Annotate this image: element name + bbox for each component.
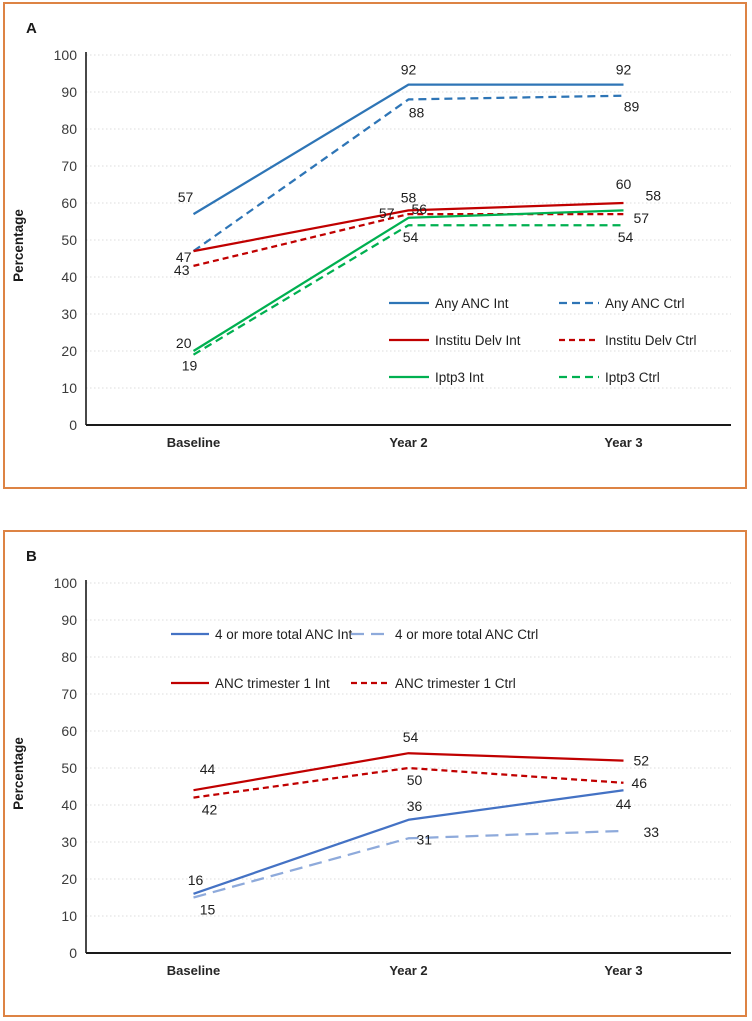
y-tick-label: 30 <box>61 306 77 322</box>
data-label-institu-delv-int-year-2: 58 <box>401 189 417 205</box>
data-label-any-anc-int-baseline: 57 <box>178 189 194 205</box>
data-label-iptp3-int-year-3: 58 <box>646 187 662 203</box>
data-label-anc-trimester-1-ctrl-year-2: 50 <box>407 772 423 788</box>
series-line-anc-trimester-1-int <box>193 752 624 792</box>
x-category-label: Year 3 <box>604 435 642 450</box>
data-label-anc-trimester-1-ctrl-baseline: 42 <box>202 802 218 818</box>
y-tick-label: 10 <box>61 380 77 396</box>
data-label-anc-trimester-1-int-year-3: 52 <box>634 753 650 769</box>
data-label-any-anc-int-year-3: 92 <box>616 62 632 78</box>
series-line-institu-delv-int <box>193 201 624 253</box>
data-label-4-or-more-total-anc-ctrl-year-3: 33 <box>644 824 660 840</box>
data-label-4-or-more-total-anc-int-year-3: 44 <box>616 796 632 812</box>
series-line-4-or-more-total-anc-ctrl <box>193 829 624 899</box>
data-label-iptp3-ctrl-year-2: 54 <box>403 229 419 245</box>
series-line-iptp3-int <box>192 209 624 352</box>
y-tick-label: 100 <box>54 575 78 591</box>
data-label-any-anc-ctrl-year-2: 88 <box>409 104 425 120</box>
legend-label-anc-trimester-1-ctrl: ANC trimester 1 Ctrl <box>395 676 516 691</box>
y-tick-label: 100 <box>54 47 78 63</box>
y-tick-label: 50 <box>61 232 77 248</box>
x-category-label: Year 2 <box>389 963 427 978</box>
y-tick-label: 80 <box>61 121 77 137</box>
data-label-4-or-more-total-anc-ctrl-baseline: 15 <box>200 902 216 918</box>
data-label-iptp3-int-year-2: 56 <box>412 201 428 217</box>
series-line-any-anc-int <box>192 83 624 216</box>
data-label-institu-delv-ctrl-baseline: 43 <box>174 262 190 278</box>
panel-a-chart: 0 10 20 30 40 50 60 70 80 90 100 Baseline Year 2 Year… <box>54 47 731 450</box>
series-line-4-or-more-total-anc-int <box>193 789 624 895</box>
data-label-4-or-more-total-anc-ctrl-year-2: 31 <box>417 831 433 847</box>
legend-label-iptp3-ctrl: Iptp3 Ctrl <box>605 370 660 385</box>
panel-b-chart: 0 10 20 30 40 50 60 70 80 90 100 Baseline Year 2 Year… <box>54 575 731 978</box>
panel-a: A Percentage 0 10 20 30 40 50 60 70 80 90 100 Basel… <box>3 2 747 489</box>
y-tick-label: 90 <box>61 84 77 100</box>
data-label-any-anc-ctrl-year-3: 89 <box>624 99 640 115</box>
y-tick-label: 90 <box>61 612 77 628</box>
legend-label-4-or-more-total-anc-ctrl: 4 or more total ANC Ctrl <box>395 627 538 642</box>
y-tick-label: 50 <box>61 760 77 776</box>
x-category-label: Baseline <box>167 435 220 450</box>
legend-label-iptp3-int: Iptp3 Int <box>435 370 484 385</box>
y-tick-label: 20 <box>61 343 77 359</box>
data-label-iptp3-int-baseline: 20 <box>176 335 192 351</box>
data-label-anc-trimester-1-int-baseline: 44 <box>200 761 216 777</box>
legend-label-institu-delv-int: Institu Delv Int <box>435 333 521 348</box>
data-label-institu-delv-int-baseline: 47 <box>176 249 192 265</box>
legend-label-any-anc-int: Any ANC Int <box>435 296 509 311</box>
x-category-label: Year 3 <box>604 963 642 978</box>
data-label-iptp3-ctrl-year-3: 54 <box>618 229 634 245</box>
y-tick-label: 40 <box>61 269 77 285</box>
y-tick-label: 0 <box>69 417 77 433</box>
y-tick-label: 0 <box>69 945 77 961</box>
y-tick-label: 20 <box>61 871 77 887</box>
legend-label-institu-delv-ctrl: Institu Delv Ctrl <box>605 333 697 348</box>
data-label-any-anc-int-year-2: 92 <box>401 62 417 78</box>
data-label-institu-delv-ctrl-year-2: 57 <box>379 205 395 221</box>
data-label-anc-trimester-1-ctrl-year-3: 46 <box>632 775 648 791</box>
x-category-label: Year 2 <box>389 435 427 450</box>
legend-label-4-or-more-total-anc-int: 4 or more total ANC Int <box>215 627 353 642</box>
y-tick-label: 70 <box>61 158 77 174</box>
panel-b: B Percentage 0 10 20 30 40 50 60 70 80 90 100 Basel… <box>3 530 747 1017</box>
data-label-anc-trimester-1-int-year-2: 54 <box>403 729 419 745</box>
data-label-4-or-more-total-anc-int-baseline: 16 <box>188 872 204 888</box>
panel-b-letter: B <box>26 548 37 565</box>
y-tick-label: 10 <box>61 908 77 924</box>
data-label-iptp3-ctrl-baseline: 19 <box>182 358 198 374</box>
y-tick-label: 40 <box>61 797 77 813</box>
series-line-institu-delv-ctrl <box>193 212 624 267</box>
panel-a-letter: A <box>26 20 37 37</box>
series-line-any-anc-ctrl <box>192 94 624 253</box>
data-label-institu-delv-int-year-3: 60 <box>616 176 632 192</box>
x-category-label: Baseline <box>167 963 220 978</box>
y-tick-label: 80 <box>61 649 77 665</box>
y-tick-label: 30 <box>61 834 77 850</box>
y-tick-label: 70 <box>61 686 77 702</box>
data-label-4-or-more-total-anc-int-year-2: 36 <box>407 798 423 814</box>
data-label-institu-delv-ctrl-year-3: 57 <box>634 210 650 226</box>
y-tick-label: 60 <box>61 195 77 211</box>
series-line-iptp3-ctrl <box>192 224 624 356</box>
legend-label-any-anc-ctrl: Any ANC Ctrl <box>605 296 685 311</box>
series-line-anc-trimester-1-ctrl <box>193 766 624 799</box>
y-tick-label: 60 <box>61 723 77 739</box>
legend-label-anc-trimester-1-int: ANC trimester 1 Int <box>215 676 330 691</box>
